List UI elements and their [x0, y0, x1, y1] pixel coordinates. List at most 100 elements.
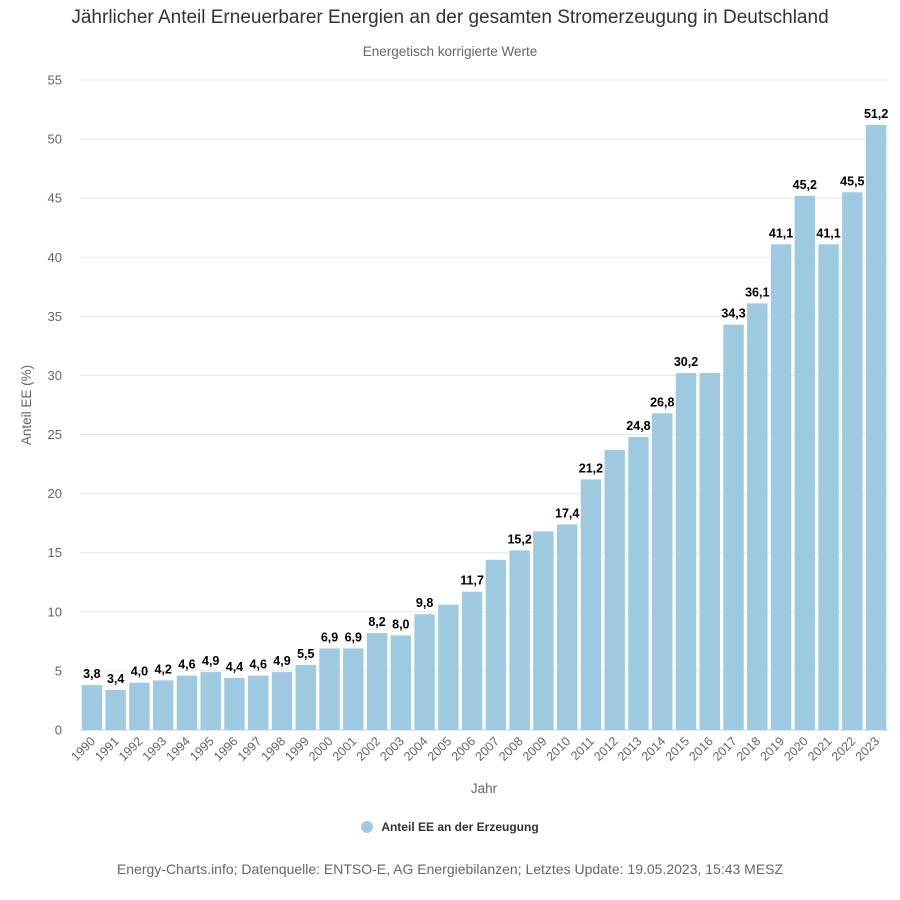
x-tick-label: 2013 [615, 734, 645, 764]
bar[interactable] [865, 124, 887, 731]
data-label: 45,2 [793, 178, 817, 192]
bar[interactable] [248, 675, 269, 730]
data-label: 11,7 [460, 574, 484, 588]
bar[interactable] [533, 531, 554, 730]
data-label: 36,1 [745, 285, 769, 299]
y-tick-label: 25 [48, 427, 62, 442]
x-tick-label: 1994 [163, 734, 193, 764]
bar[interactable] [343, 648, 364, 730]
bar[interactable] [509, 550, 530, 730]
bar[interactable] [818, 244, 839, 731]
x-axis: 1990199119921993199419951996199719981999… [68, 734, 882, 764]
legend-marker-icon [361, 821, 374, 833]
x-tick-label: 1992 [116, 734, 146, 764]
x-tick-label: 2014 [639, 734, 669, 764]
x-tick-label: 1991 [92, 734, 122, 764]
data-label: 4,0 [131, 665, 148, 679]
x-tick-label: 2019 [758, 734, 788, 764]
bar[interactable] [675, 373, 697, 730]
bar[interactable] [224, 678, 245, 730]
bar[interactable] [794, 195, 816, 730]
data-label: 34,3 [721, 307, 745, 321]
data-label: 15,2 [507, 532, 531, 546]
bar[interactable] [271, 672, 293, 730]
x-tick-label: 1995 [187, 734, 217, 764]
x-tick-label: 2010 [544, 734, 574, 764]
bar[interactable] [628, 436, 649, 730]
x-tick-label: 2021 [805, 734, 835, 764]
bar[interactable] [366, 633, 388, 730]
bar[interactable] [414, 614, 435, 730]
bar[interactable] [152, 680, 174, 730]
bar[interactable] [295, 665, 316, 730]
x-tick-label: 2009 [520, 734, 550, 764]
y-tick-label: 20 [48, 486, 62, 501]
chart-subtitle: Energetisch korrigierte Werte [362, 44, 538, 59]
data-label: 21,2 [579, 461, 603, 475]
bar[interactable] [105, 689, 126, 730]
data-label: 4,6 [178, 658, 195, 672]
x-tick-label: 1999 [282, 734, 312, 764]
x-tick-label: 1993 [140, 734, 170, 764]
y-tick-label: 15 [48, 545, 62, 560]
bar[interactable] [556, 524, 578, 730]
bar[interactable] [699, 373, 720, 730]
legend-label: Anteil EE an der Erzeugung [381, 820, 539, 834]
data-label: 3,4 [107, 672, 124, 686]
y-tick-label: 40 [48, 250, 62, 265]
data-label: 8,2 [368, 615, 385, 629]
data-label: 24,8 [626, 419, 650, 433]
x-tick-label: 1998 [259, 734, 289, 764]
x-tick-label: 2004 [401, 734, 431, 764]
data-label: 4,4 [226, 660, 243, 674]
y-tick-label: 35 [48, 309, 62, 324]
data-label: 41,1 [769, 226, 793, 240]
bars [81, 124, 887, 731]
data-label: 30,2 [674, 355, 698, 369]
bar[interactable] [438, 604, 459, 730]
x-tick-label: 2015 [663, 734, 693, 764]
bar[interactable] [842, 192, 863, 731]
bar[interactable] [652, 413, 673, 730]
x-tick-label: 2023 [853, 734, 883, 764]
bar[interactable] [390, 635, 412, 730]
bar[interactable] [319, 648, 340, 730]
bar[interactable] [200, 672, 221, 730]
y-tick-label: 55 [48, 73, 62, 88]
bar[interactable] [747, 303, 768, 730]
bar[interactable] [770, 244, 792, 731]
data-label: 3,8 [83, 667, 100, 681]
y-axis: 0 5 10 15 20 25 30 35 40 45 50 55 [48, 73, 62, 738]
data-label: 4,2 [154, 662, 171, 676]
y-tick-label: 10 [48, 604, 62, 619]
bar[interactable] [485, 559, 507, 730]
bar[interactable] [129, 682, 150, 730]
x-tick-label: 2002 [354, 734, 384, 764]
data-label: 4,9 [202, 654, 219, 668]
legend[interactable]: Anteil EE an der Erzeugung [0, 820, 900, 834]
bar[interactable] [580, 479, 602, 730]
y-tick-label: 45 [48, 191, 62, 206]
bar[interactable] [723, 324, 744, 730]
y-tick-label: 5 [55, 663, 62, 678]
data-label: 41,1 [816, 226, 840, 240]
data-label: 8,0 [392, 617, 409, 631]
x-axis-label: Jahr [471, 781, 498, 796]
data-label: 17,4 [555, 506, 579, 520]
x-tick-label: 2022 [829, 734, 859, 764]
y-tick-label: 50 [48, 132, 62, 147]
bar[interactable] [176, 675, 198, 730]
x-tick-label: 2005 [425, 734, 455, 764]
bar[interactable] [604, 449, 625, 730]
y-tick-label: 0 [55, 723, 62, 738]
bar[interactable] [461, 591, 483, 730]
x-tick-label: 1996 [211, 734, 241, 764]
data-label: 5,5 [297, 647, 314, 661]
x-tick-label: 2001 [330, 734, 360, 764]
x-tick-label: 2000 [306, 734, 336, 764]
x-tick-label: 1997 [235, 734, 265, 764]
x-tick-label: 2016 [686, 734, 716, 764]
x-tick-label: 2012 [591, 734, 621, 764]
bar[interactable] [81, 685, 103, 730]
